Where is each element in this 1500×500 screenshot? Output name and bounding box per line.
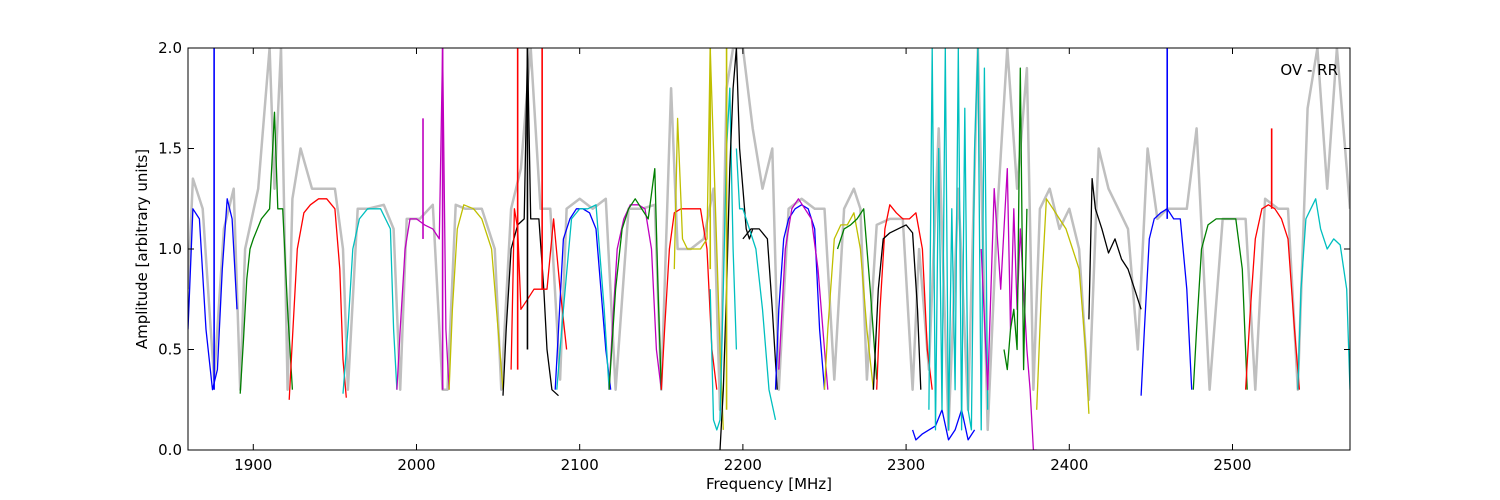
series-line-7 xyxy=(502,48,559,397)
series-line-32 xyxy=(1192,218,1248,390)
y-tick-label: 0.5 xyxy=(158,341,182,359)
series-line-4 xyxy=(342,208,398,394)
y-tick-label: 0.0 xyxy=(158,441,182,459)
series-line-34 xyxy=(1297,198,1350,390)
series-line-15 xyxy=(709,87,738,431)
series-line-8 xyxy=(510,208,568,370)
series-line-21 xyxy=(823,212,875,390)
y-tick-label: 1.5 xyxy=(158,140,182,158)
series-line-29 xyxy=(1036,198,1090,414)
plot-area xyxy=(188,48,1350,450)
series-line-26 xyxy=(928,48,989,431)
x-tick-label: 2000 xyxy=(397,456,435,474)
x-tick-label: 2500 xyxy=(1213,456,1251,474)
series-line-31 xyxy=(1140,208,1193,396)
series-line-28 xyxy=(1003,67,1028,371)
series-line-5 xyxy=(396,48,450,390)
y-tick-label: 1.0 xyxy=(158,240,182,258)
plot-annotation: OV - RR xyxy=(1280,61,1338,79)
series-line-1 xyxy=(188,198,238,391)
x-tick-label: 2300 xyxy=(887,456,925,474)
x-tick-label: 2100 xyxy=(561,456,599,474)
series-line-22 xyxy=(836,208,878,380)
series-line-14 xyxy=(673,48,724,430)
series-line-13 xyxy=(660,208,718,390)
series-line-24 xyxy=(872,224,922,390)
series-line-20 xyxy=(778,198,829,390)
series-line-12 xyxy=(608,167,662,390)
series-line-6 xyxy=(448,204,504,390)
y-axis-label: Amplitude [arbitrary units] xyxy=(133,149,151,349)
x-tick-label: 2400 xyxy=(1050,456,1088,474)
series-line-30 xyxy=(1088,177,1142,320)
x-tick-label: 1900 xyxy=(234,456,272,474)
x-tick-label: 2200 xyxy=(724,456,762,474)
series-line-23 xyxy=(876,204,933,390)
series-line-11 xyxy=(608,204,662,390)
reference-trace xyxy=(188,48,1350,432)
series-line-2 xyxy=(239,111,294,394)
y-tick-label: 2.0 xyxy=(158,39,182,57)
series-line-27 xyxy=(980,167,1037,450)
series-line-10 xyxy=(556,204,610,390)
series-line-17 xyxy=(735,148,777,421)
x-axis-label: Frequency [MHz] xyxy=(706,475,832,493)
series-line-19 xyxy=(774,204,826,390)
axis-ticks: 1900 2000 2100 2200 2300 2400 2500 0.0 0.5 1.0 1.5… xyxy=(158,39,1350,474)
series-line-18 xyxy=(742,228,778,390)
series-line-16 xyxy=(719,48,754,450)
series-line-3 xyxy=(288,198,347,400)
